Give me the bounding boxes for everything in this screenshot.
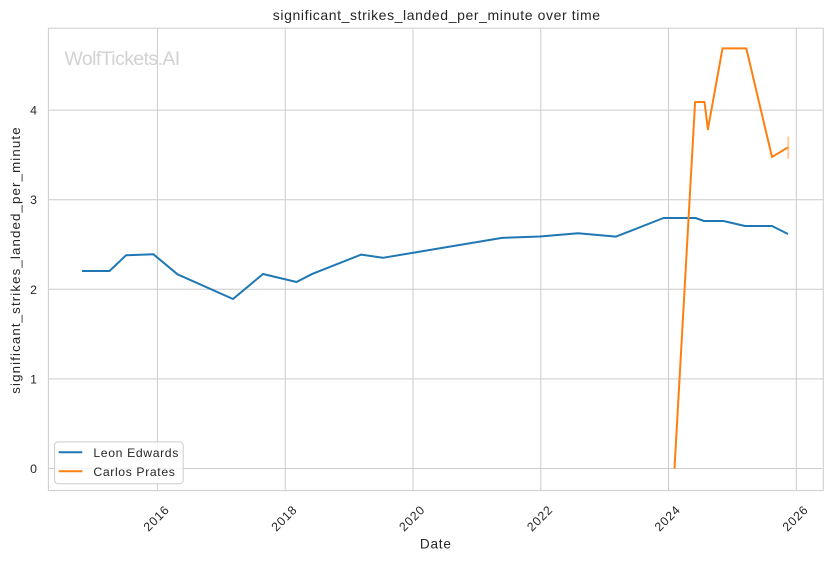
svg-text:significant_strikes_landed_per: significant_strikes_landed_per_minute (8, 126, 23, 393)
svg-text:2: 2 (30, 283, 37, 297)
svg-text:1: 1 (30, 372, 37, 386)
svg-text:significant_strikes_landed_per: significant_strikes_landed_per_minute ov… (273, 7, 601, 23)
svg-text:4: 4 (30, 104, 37, 118)
svg-text:0: 0 (30, 462, 37, 476)
svg-text:Carlos Prates: Carlos Prates (93, 465, 175, 479)
svg-text:3: 3 (30, 193, 37, 207)
svg-text:Date: Date (420, 537, 452, 552)
svg-text:Leon Edwards: Leon Edwards (93, 446, 179, 460)
svg-text:WolfTickets.AI: WolfTickets.AI (65, 48, 180, 70)
